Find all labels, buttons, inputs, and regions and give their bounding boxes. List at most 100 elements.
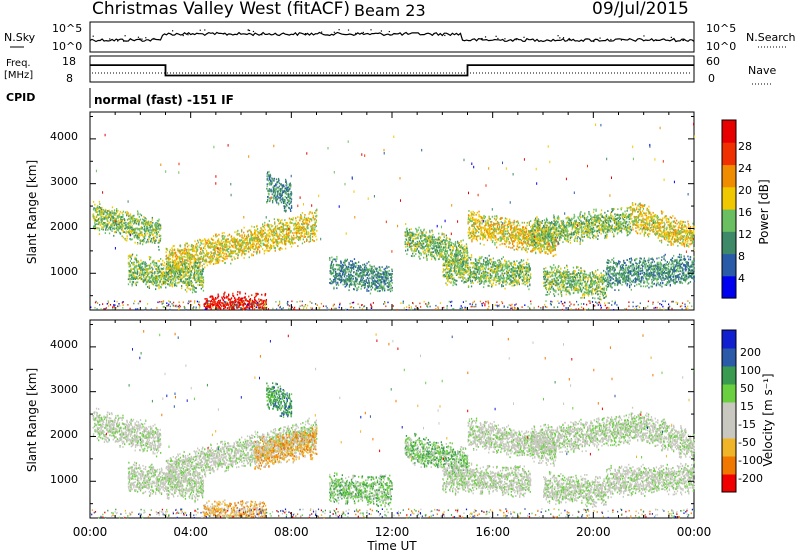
echo-cell xyxy=(146,279,148,282)
echo-cell xyxy=(315,219,317,222)
echo-cell xyxy=(360,269,362,271)
echo-cell xyxy=(233,239,235,241)
echo-cell xyxy=(157,268,159,271)
echo-cell xyxy=(308,232,310,234)
echo-cell xyxy=(151,225,153,227)
cpid-program: normal (fast) -151 IF xyxy=(94,93,234,107)
echo-cell xyxy=(269,235,271,238)
echo-cell xyxy=(150,271,153,274)
echo-cell xyxy=(423,228,425,231)
echo-cell xyxy=(165,273,167,276)
echo-cell xyxy=(144,277,146,280)
echo-cell xyxy=(146,264,148,267)
echo-cell xyxy=(253,243,255,246)
echo-cell xyxy=(245,252,247,255)
echo-cell xyxy=(356,278,359,281)
echo-cell xyxy=(96,220,98,222)
echo-cell xyxy=(478,210,480,213)
echo-cell xyxy=(268,229,270,232)
echo-cell xyxy=(302,230,304,232)
echo-cell xyxy=(200,255,202,258)
echo-cell xyxy=(416,247,418,250)
echo-cell xyxy=(133,264,135,266)
echo-cell xyxy=(254,229,256,231)
echo-cell xyxy=(115,231,117,234)
echo-cell xyxy=(195,291,197,293)
echo-cell xyxy=(424,249,426,252)
echo-cell xyxy=(135,218,137,221)
echo-cell xyxy=(129,221,131,223)
echo-cell xyxy=(130,226,132,229)
echo-cell xyxy=(126,226,128,228)
echo-cell xyxy=(238,244,240,247)
echo-cell xyxy=(129,230,131,233)
echo-cell xyxy=(157,272,160,274)
echo-cell xyxy=(128,217,130,220)
echo-cell xyxy=(97,213,99,216)
echo-cell xyxy=(121,212,123,214)
echo-cell xyxy=(291,239,293,242)
echo-cell xyxy=(147,264,149,267)
echo-cell xyxy=(226,241,228,244)
echo-cell xyxy=(306,240,308,242)
echo-cell xyxy=(114,230,116,233)
echo-cell xyxy=(304,214,306,216)
echo-cell xyxy=(118,224,120,227)
echo-cell xyxy=(127,255,130,257)
echo-cell xyxy=(258,243,260,246)
echo-cell xyxy=(186,267,188,270)
echo-cell xyxy=(136,231,138,234)
echo-cell xyxy=(189,256,191,259)
echo-cell xyxy=(413,238,415,240)
echo-cell xyxy=(229,240,231,243)
echo-cell xyxy=(305,228,307,231)
echo-cell xyxy=(268,250,270,252)
echo-cell xyxy=(169,267,171,270)
echo-cell xyxy=(464,254,466,256)
echo-cell xyxy=(157,223,159,226)
echo-cell xyxy=(123,218,125,220)
echo-cell xyxy=(106,210,108,212)
echo-cell xyxy=(246,238,248,241)
echo-cell xyxy=(425,253,427,256)
echo-cell xyxy=(144,233,147,236)
echo-cell xyxy=(376,270,378,272)
echo-cell xyxy=(241,250,244,253)
echo-cell xyxy=(182,272,184,275)
echo-cell xyxy=(99,210,101,212)
echo-cell xyxy=(212,257,214,260)
echo-cell xyxy=(371,270,373,273)
echo-cell xyxy=(277,220,280,222)
echo-cell xyxy=(191,281,193,284)
echo-cell xyxy=(406,227,408,230)
echo-cell xyxy=(131,216,133,219)
echo-cell xyxy=(410,255,413,257)
echo-cell xyxy=(155,284,157,287)
echo-cell xyxy=(269,227,271,230)
echo-cell xyxy=(210,261,213,264)
echo-cell xyxy=(267,241,270,244)
echo-cell xyxy=(156,281,158,283)
echo-cell xyxy=(134,275,136,278)
echo-cell xyxy=(210,245,212,248)
echo-cell xyxy=(202,280,205,283)
echo-cell xyxy=(197,262,199,264)
echo-cell xyxy=(153,229,155,232)
echo-cell xyxy=(243,247,245,250)
echo-cell xyxy=(100,210,102,213)
echo-cell xyxy=(201,252,203,254)
echo-cell xyxy=(158,218,160,221)
echo-cell xyxy=(314,217,316,220)
echo-cell xyxy=(219,250,221,253)
echo-cell xyxy=(457,240,459,243)
echo-cell xyxy=(426,240,429,242)
echo-cell xyxy=(307,227,309,229)
echo-cell xyxy=(195,262,197,265)
echo-cell xyxy=(167,278,169,280)
echo-cell xyxy=(337,284,340,287)
echo-cell xyxy=(294,231,296,234)
echo-cell xyxy=(252,243,254,245)
echo-cell xyxy=(426,247,428,250)
echo-cell xyxy=(199,265,201,268)
echo-cell xyxy=(246,239,249,242)
